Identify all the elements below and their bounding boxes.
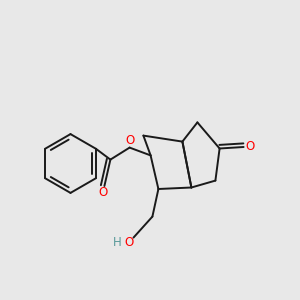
Text: H: H (112, 236, 122, 250)
Text: O: O (124, 236, 133, 250)
Text: O: O (246, 140, 255, 153)
Text: O: O (98, 186, 107, 199)
Text: O: O (125, 134, 134, 148)
